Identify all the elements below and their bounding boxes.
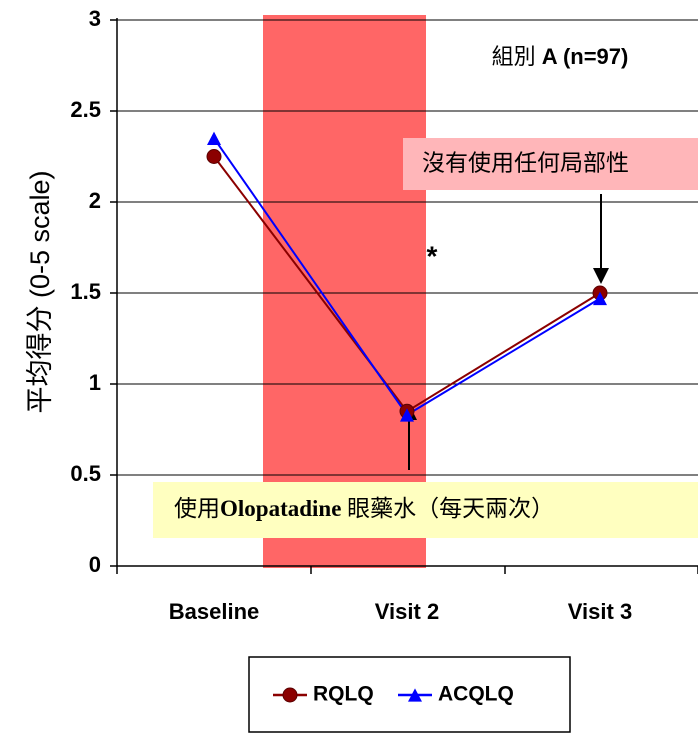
data-point-acqlq — [400, 408, 414, 422]
y-tick-label: 1.5 — [70, 279, 101, 304]
legend: RQLQ ACQLQ — [248, 656, 571, 733]
y-axis-title: 平均得分 (0-5 scale) — [25, 170, 55, 413]
treatment-annotation: 使用Olopatadine 眼藥水（每天兩次） — [153, 404, 698, 538]
y-tick-label: 1 — [89, 370, 101, 395]
treatment-text: 使用Olopatadine 眼藥水（每天兩次） — [174, 496, 554, 521]
group-label-box — [452, 34, 668, 82]
no-treatment-arrow-head — [593, 268, 609, 284]
legend-items: RQLQ ACQLQ — [273, 683, 514, 706]
y-tick-label: 3 — [89, 6, 101, 31]
data-point-acqlq — [593, 291, 607, 306]
y-tick-label: 2.5 — [70, 97, 101, 122]
legend-marker-rqlq — [282, 687, 298, 703]
treatment-prefix: 使用 — [174, 496, 220, 521]
group-label: 組別 A (n=97) — [452, 34, 668, 82]
no-treatment-annotation: 沒有使用任何局部性 — [403, 138, 698, 284]
x-axis-labels: Baseline Visit 2 Visit 3 — [169, 599, 632, 624]
legend-label-acqlq: ACQLQ — [438, 683, 514, 706]
data-point-rqlq — [206, 149, 222, 164]
treatment-period-band — [263, 15, 426, 568]
no-treatment-text: 沒有使用任何局部性 — [422, 150, 629, 175]
treatment-drug: Olopatadine — [220, 496, 341, 521]
data-point-acqlq — [207, 131, 221, 145]
y-tick-label: 0.5 — [70, 461, 101, 486]
group-label-text: 組別 A (n=97) — [492, 44, 629, 69]
group-label-bold: A (n=97) — [542, 44, 629, 69]
significance-marker: * — [427, 240, 438, 271]
x-axis-ticks — [116, 566, 698, 574]
y-tick-label: 0 — [89, 552, 101, 577]
treatment-suffix: 眼藥水（每天兩次） — [341, 496, 554, 521]
x-tick-label: Baseline — [169, 599, 260, 624]
y-axis-ticks: 0 0.5 1 1.5 2 2.5 3 — [70, 6, 117, 577]
series-layer — [206, 131, 608, 422]
legend-label-rqlq: RQLQ — [313, 683, 374, 706]
x-tick-label: Visit 3 — [568, 599, 632, 624]
legend-marker-acqlq — [408, 688, 422, 702]
y-tick-label: 2 — [89, 188, 101, 213]
group-label-prefix: 組別 — [492, 44, 542, 69]
no-treatment-box — [403, 138, 698, 190]
treatment-box — [153, 482, 698, 538]
x-tick-label: Visit 2 — [375, 599, 439, 624]
